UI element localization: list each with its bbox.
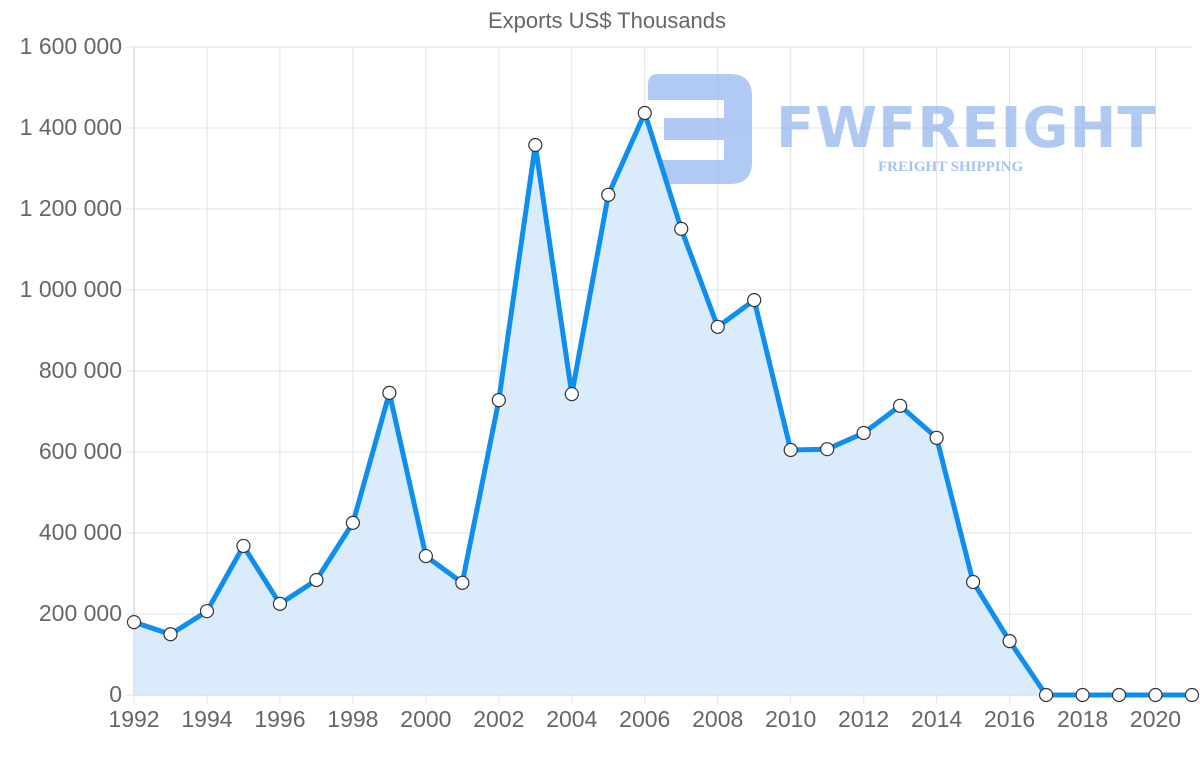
data-point[interactable] <box>163 627 178 642</box>
data-point[interactable] <box>564 386 579 402</box>
x-tick-label: 2016 <box>983 706 1036 732</box>
y-tick-label: 1 600 000 <box>19 33 122 59</box>
y-tick-label: 400 000 <box>38 519 122 545</box>
y-tick-label: 200 000 <box>38 600 122 626</box>
data-point[interactable] <box>272 596 288 611</box>
watermark-logo-icon <box>648 74 752 184</box>
x-tick-label: 2002 <box>473 706 525 732</box>
data-point[interactable] <box>1148 687 1163 703</box>
y-tick-label: 1 400 000 <box>19 114 122 140</box>
data-line <box>133 110 1192 698</box>
data-point[interactable] <box>1184 687 1200 703</box>
x-tick-label: 2020 <box>1129 706 1182 732</box>
data-point[interactable] <box>455 575 470 590</box>
x-tick-label: 2008 <box>692 706 744 732</box>
data-point[interactable] <box>1038 687 1054 703</box>
y-tick-label: 0 <box>109 681 122 707</box>
data-point[interactable] <box>418 548 433 564</box>
data-point[interactable] <box>1075 687 1090 703</box>
data-point[interactable] <box>856 425 871 441</box>
x-tick-label: 1992 <box>108 706 160 732</box>
watermark-brand: FWFREIGHT <box>776 96 1157 161</box>
data-point[interactable] <box>309 572 324 588</box>
x-tick-label: 2018 <box>1056 706 1109 732</box>
data-point[interactable] <box>601 187 616 202</box>
data-point[interactable] <box>783 442 798 458</box>
data-point[interactable] <box>528 137 543 153</box>
data-point[interactable] <box>126 614 142 630</box>
x-tick-label: 1998 <box>327 706 379 732</box>
data-point[interactable] <box>710 319 725 334</box>
data-point[interactable] <box>747 293 762 308</box>
data-points <box>126 105 1200 703</box>
data-point[interactable] <box>236 538 251 554</box>
data-point[interactable] <box>491 393 506 408</box>
data-point[interactable] <box>674 221 689 236</box>
x-tick-label: 1994 <box>181 706 233 732</box>
data-point[interactable] <box>382 385 397 400</box>
data-point[interactable] <box>820 442 835 457</box>
x-tick-label: 2000 <box>400 706 452 732</box>
area-fill <box>134 113 1192 695</box>
x-tick-label: 2006 <box>619 706 671 732</box>
x-tick-label: 2004 <box>546 706 598 732</box>
data-point[interactable] <box>1111 687 1127 703</box>
x-tick-label: 2010 <box>765 706 817 732</box>
chart-title: Exports US$ Thousands <box>487 8 727 33</box>
data-point[interactable] <box>345 515 360 530</box>
x-tick-label: 2012 <box>838 706 890 732</box>
y-tick-label: 600 000 <box>38 438 122 464</box>
y-tick-label: 800 000 <box>38 357 122 383</box>
data-point[interactable] <box>1002 634 1017 649</box>
y-tick-label: 1 200 000 <box>19 195 122 221</box>
x-tick-label: 2014 <box>911 706 963 732</box>
data-point[interactable] <box>637 105 652 121</box>
data-point[interactable] <box>929 430 944 445</box>
x-tick-label: 1996 <box>254 706 306 732</box>
y-tick-label: 1 000 000 <box>19 276 122 302</box>
watermark-tagline: FREIGHT SHIPPING <box>878 159 1024 175</box>
data-point[interactable] <box>966 574 981 590</box>
data-point[interactable] <box>893 398 908 413</box>
data-point[interactable] <box>199 604 215 619</box>
